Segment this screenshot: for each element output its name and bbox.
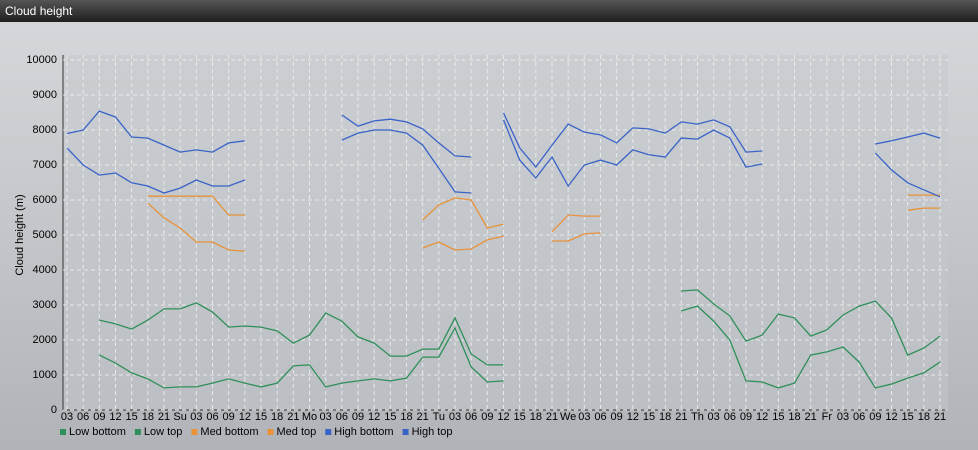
x-tick-label: 06 <box>465 411 477 423</box>
y-tick-label: 9000 <box>33 89 57 101</box>
x-tick-label: 09 <box>740 411 752 423</box>
legend-swatch <box>60 429 66 435</box>
y-tick-label: 8000 <box>33 124 57 136</box>
x-tick-label: 18 <box>400 411 412 423</box>
x-tick-label: 06 <box>853 411 865 423</box>
x-tick-label: 12 <box>885 411 897 423</box>
x-tick-label: 12 <box>239 411 251 423</box>
x-tick-label: 21 <box>417 411 429 423</box>
x-tick-label: 09 <box>352 411 364 423</box>
x-tick-label: 21 <box>675 411 687 423</box>
legend-swatch <box>191 429 198 435</box>
x-tick-label: We <box>560 411 576 423</box>
x-tick-label: 21 <box>546 411 558 423</box>
series-line <box>147 194 940 233</box>
x-tick-label: 09 <box>611 411 623 423</box>
x-tick-label: 15 <box>384 411 396 423</box>
x-tick-label: 15 <box>514 411 526 423</box>
x-tick-label: 21 <box>934 411 946 423</box>
x-tick-label: 03 <box>320 411 332 423</box>
x-tick-label: Fr <box>822 411 833 423</box>
series-line <box>147 202 940 252</box>
x-tick-label: 06 <box>77 411 89 423</box>
legend-label: Med bottom <box>200 426 258 438</box>
y-tick-label: 2000 <box>33 334 57 346</box>
x-tick-label: 12 <box>756 411 768 423</box>
y-tick-label: 5000 <box>33 229 57 241</box>
x-tick-label: 06 <box>336 411 348 423</box>
x-tick-label: 18 <box>142 411 154 423</box>
x-tick-label: 15 <box>772 411 784 423</box>
x-tick-label: 12 <box>627 411 639 423</box>
y-tick-label: 3000 <box>33 299 57 311</box>
x-tick-label: 12 <box>368 411 380 423</box>
x-tick-label: Th <box>691 411 704 423</box>
x-tick-label: 18 <box>271 411 283 423</box>
x-tick-label: 09 <box>481 411 493 423</box>
x-tick-label: 18 <box>788 411 800 423</box>
legend-swatch <box>325 429 332 435</box>
legend-swatch <box>134 429 141 435</box>
x-tick-label: 15 <box>126 411 138 423</box>
x-tick-label: 09 <box>869 411 881 423</box>
x-tick-label: 03 <box>190 411 202 423</box>
plot-area <box>63 55 948 410</box>
y-axis-label: Cloud height (m) <box>14 194 26 275</box>
legend-label: Low top <box>144 426 183 438</box>
x-tick-label: 21 <box>158 411 170 423</box>
x-tick-label: 06 <box>724 411 736 423</box>
x-tick-label: 06 <box>594 411 606 423</box>
title-bar: Cloud height <box>0 0 978 22</box>
x-tick-label: 03 <box>61 411 73 423</box>
y-tick-label: 10000 <box>26 54 57 66</box>
y-tick-label: 7000 <box>33 159 57 171</box>
x-tick-label: Mo <box>302 411 317 423</box>
series-line <box>66 110 941 169</box>
y-tick-label: 4000 <box>33 264 57 276</box>
x-tick-label: 18 <box>659 411 671 423</box>
legend-label: Med top <box>277 426 317 438</box>
x-tick-label: 15 <box>902 411 914 423</box>
x-tick-label: 09 <box>93 411 105 423</box>
x-tick-label: 06 <box>206 411 218 423</box>
x-tick-label: 18 <box>530 411 542 423</box>
y-tick-label: 0 <box>51 404 57 416</box>
legend-swatch <box>267 429 274 435</box>
x-tick-label: 03 <box>449 411 461 423</box>
x-tick-label: 12 <box>497 411 509 423</box>
x-tick-label: 18 <box>918 411 930 423</box>
y-tick-label: 1000 <box>33 369 57 381</box>
x-tick-label: Tu <box>433 411 445 423</box>
series-line <box>99 305 941 389</box>
x-tick-label: 21 <box>287 411 299 423</box>
x-tick-label: 15 <box>643 411 655 423</box>
x-tick-label: 03 <box>708 411 720 423</box>
x-tick-label: 15 <box>255 411 267 423</box>
x-tick-label: 03 <box>837 411 849 423</box>
x-tick-label: 12 <box>109 411 121 423</box>
x-tick-label: 03 <box>578 411 590 423</box>
legend-swatch <box>402 429 409 435</box>
legend-label: Low bottom <box>69 426 126 438</box>
legend-label: High bottom <box>334 426 393 438</box>
y-tick-label: 6000 <box>33 194 57 206</box>
series-line <box>99 289 941 366</box>
x-tick-label: Su <box>173 411 186 423</box>
x-tick-label: 09 <box>223 411 235 423</box>
chart-title: Cloud height <box>5 4 73 18</box>
x-tick-label: 21 <box>805 411 817 423</box>
series-line <box>66 119 941 198</box>
legend-label: High top <box>412 426 453 438</box>
